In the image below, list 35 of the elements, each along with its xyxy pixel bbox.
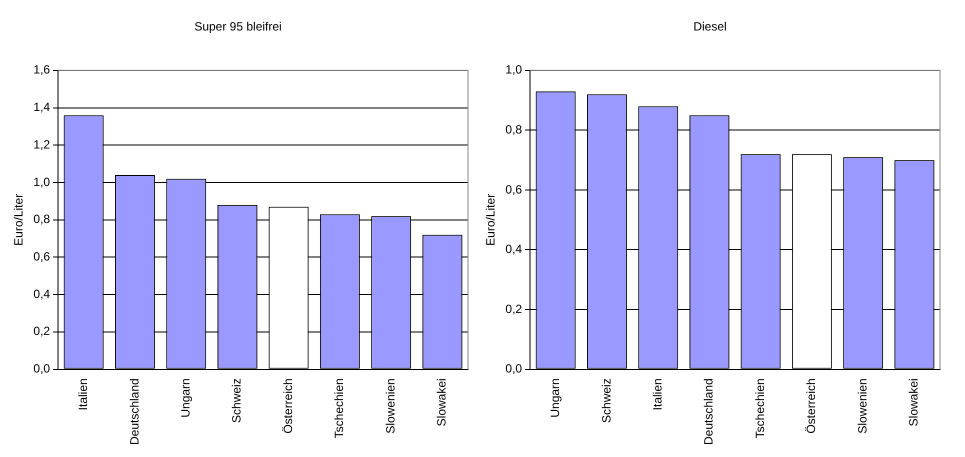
x-tick-label: Deutschland — [127, 378, 142, 446]
y-tick-label: 1,0 — [505, 62, 522, 77]
y-tick-label: 1,4 — [33, 100, 50, 114]
y-tick-label: 0,6 — [33, 250, 50, 264]
x-tick-label: Österreich — [280, 378, 295, 434]
y-tick-label: 0,0 — [33, 362, 50, 376]
y-tick-label: 0,4 — [33, 286, 50, 301]
y-tick-label: 0,2 — [505, 302, 522, 316]
y-tick-label: 0,8 — [33, 212, 50, 226]
y-tick-label: 1,0 — [33, 174, 50, 189]
x-tick-label: Slowenien — [383, 378, 398, 434]
y-tick-label: 0,4 — [505, 242, 522, 256]
x-tick-label: Tschechien — [332, 378, 346, 438]
x-tick-label: Tschechien — [752, 378, 767, 438]
chart-title: Diesel — [693, 20, 727, 34]
x-tick-label: Ungarn — [178, 378, 192, 418]
chart-title: Super 95 bleifrei — [194, 20, 282, 34]
y-axis-title: Euro/Liter — [12, 194, 26, 246]
x-tick-label: Deutschland — [702, 378, 716, 446]
y-tick-label: 0,6 — [505, 182, 522, 196]
x-tick-label: Italien — [76, 378, 90, 410]
y-tick-label: 0,0 — [505, 362, 522, 376]
y-tick-label: 0,2 — [33, 324, 50, 338]
x-tick-label: Slowakei — [906, 378, 921, 426]
x-tick-label: Ungarn — [548, 378, 562, 418]
x-tick-label: Schweiz — [599, 378, 614, 423]
y-tick-label: 1,2 — [33, 137, 50, 152]
y-tick-label: 1,6 — [33, 62, 50, 77]
x-tick-label: Italien — [650, 378, 664, 410]
x-tick-label: Schweiz — [230, 378, 244, 423]
x-tick-label: Slowenien — [855, 378, 870, 434]
x-tick-label: Österreich — [804, 378, 818, 434]
y-tick-label: 0,8 — [505, 122, 522, 136]
y-axis-title: Euro/Liter — [484, 194, 498, 246]
x-tick-label: Slowakei — [434, 378, 449, 426]
